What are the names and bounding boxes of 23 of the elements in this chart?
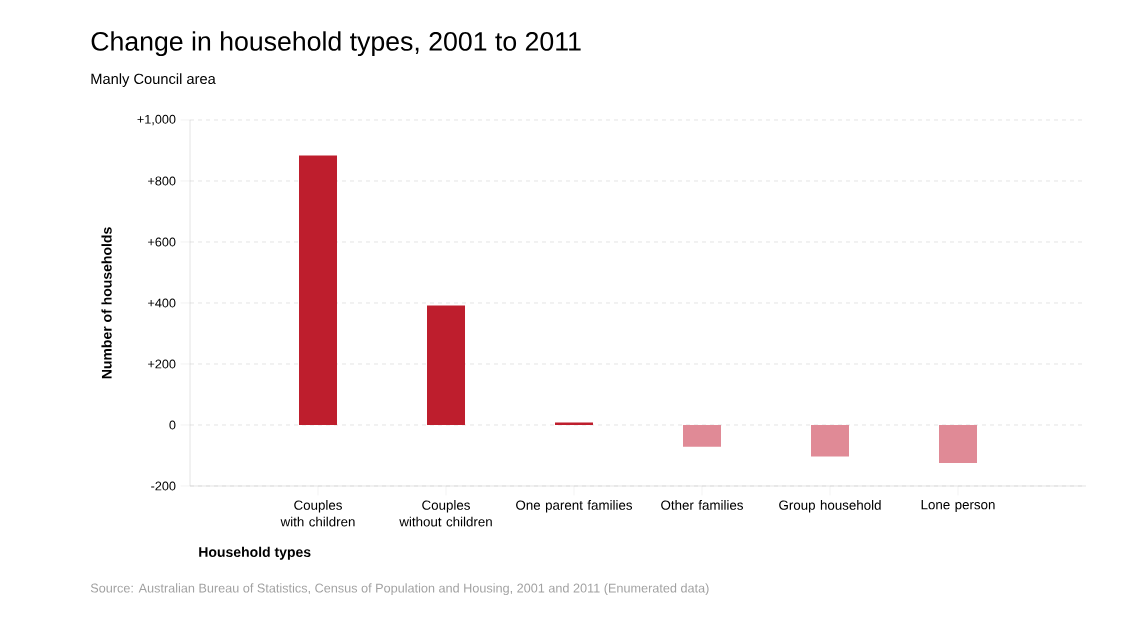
x-tick-label: Couples without children [399, 500, 492, 527]
bar [811, 425, 850, 457]
y-tick-label: +200 [148, 359, 176, 369]
y-tick-label: +800 [148, 176, 176, 186]
x-tick-label: Couples with children [280, 500, 355, 527]
y-tick-label: +1,000 [137, 114, 176, 126]
x-axis-title: Household types [199, 546, 311, 560]
bar [939, 425, 978, 464]
chart-subtitle: Manly Council area [91, 73, 216, 87]
x-tick-label: Other families [661, 500, 744, 510]
bar [299, 155, 338, 425]
y-tick-label: 0 [169, 420, 176, 430]
source-note: Source: Australian Bureau of Statistics, Census of Population and Housing, 2001 and 2011 (Enumerated data) [90, 583, 709, 596]
y-tick-label: +600 [148, 237, 176, 247]
y-tick-label: -200 [151, 481, 176, 491]
chart-title: Change in household types, 2001 to 2011 [91, 31, 581, 57]
y-axis-title: Number of households [101, 227, 112, 379]
bar [683, 425, 721, 447]
x-tick-label: Lone person [921, 500, 995, 512]
x-tick-label: One parent families [516, 500, 633, 513]
bar [427, 305, 465, 425]
x-tick-label: Group household [779, 500, 881, 513]
y-tick-label: +400 [148, 298, 176, 308]
